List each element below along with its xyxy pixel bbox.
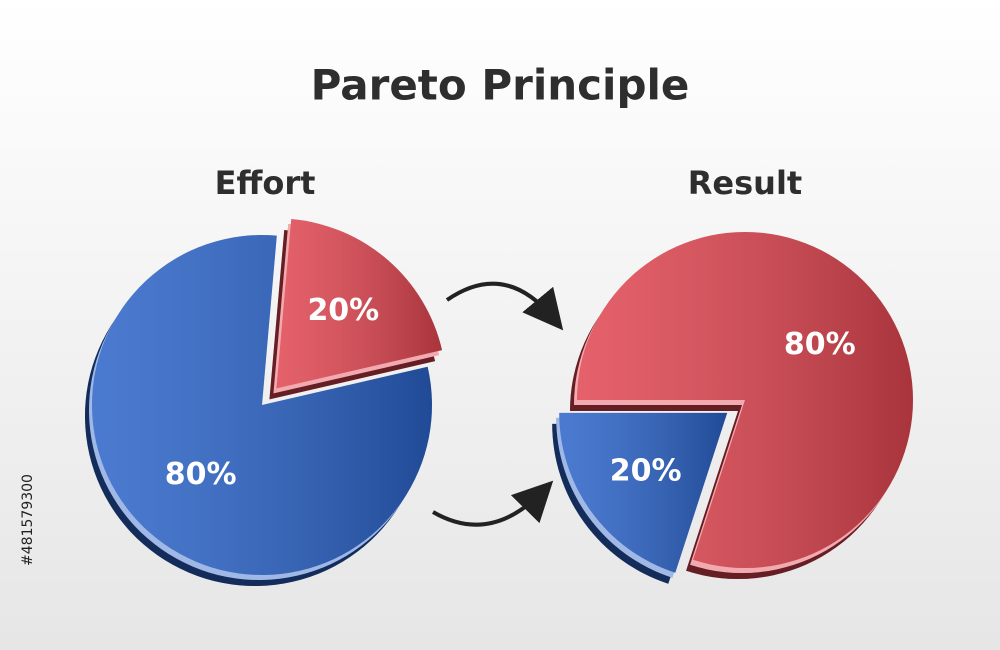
slice-shade bbox=[276, 219, 443, 389]
page-title: Pareto Principle bbox=[311, 61, 690, 110]
slice-group: 80% bbox=[570, 232, 914, 579]
slice-group: 80% bbox=[85, 234, 433, 586]
arrow bbox=[431, 480, 554, 527]
arrow bbox=[445, 281, 564, 331]
pies: Effort 80% 20% Result 80% 20% bbox=[85, 164, 914, 586]
stock-id: #481579300 bbox=[20, 474, 36, 566]
value-label: 20% bbox=[610, 454, 682, 489]
slice-group: 20% bbox=[269, 219, 443, 400]
slice-group: 20% bbox=[552, 412, 728, 584]
slice-shade bbox=[577, 232, 914, 568]
chart-title: Result bbox=[688, 164, 802, 202]
slice-shade bbox=[92, 234, 433, 575]
chart-title: Effort bbox=[215, 164, 316, 202]
value-label: 20% bbox=[307, 293, 379, 328]
slice-shade bbox=[559, 412, 728, 573]
value-label: 80% bbox=[165, 457, 237, 492]
value-label: 80% bbox=[784, 327, 856, 362]
